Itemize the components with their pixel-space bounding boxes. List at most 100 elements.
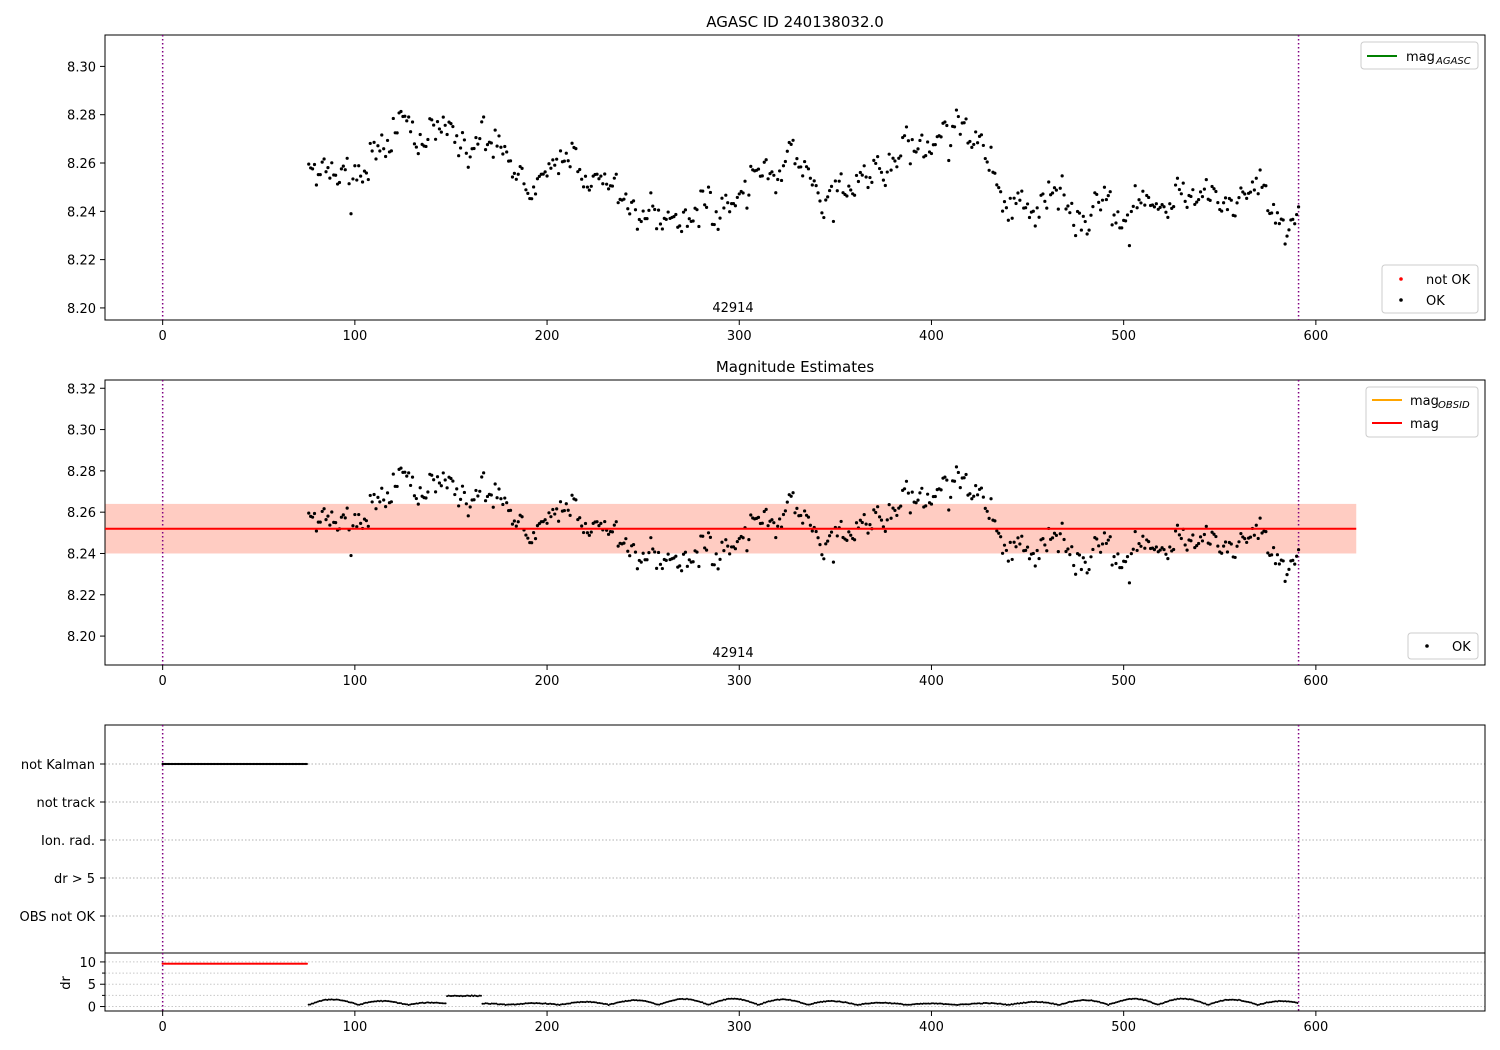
ok-point — [1291, 558, 1295, 562]
ok-point — [1245, 540, 1249, 545]
dr-ok-point — [1016, 1002, 1019, 1005]
ok-point — [330, 510, 334, 514]
dr-ok-point — [609, 1003, 612, 1006]
dr-ok-point — [529, 1002, 532, 1005]
ok-point — [1154, 202, 1158, 206]
ok-point — [322, 157, 326, 161]
ok-point — [812, 179, 816, 183]
dr-ok-point — [492, 1002, 495, 1005]
ok-point — [703, 203, 707, 207]
ok-point — [774, 535, 778, 540]
dr-ok-point — [381, 1000, 384, 1003]
dr-ok-point — [915, 1002, 918, 1005]
dr-ok-point — [1038, 1001, 1041, 1004]
ok-point — [706, 531, 711, 535]
dr-ok-point — [887, 1002, 890, 1005]
ok-point — [1271, 202, 1276, 207]
dr-ok-point — [873, 1001, 876, 1004]
ok-point — [1098, 550, 1103, 554]
dr-ok-point — [1282, 1000, 1285, 1003]
dr-ok-point — [489, 1002, 492, 1005]
dr-ok-point — [315, 1001, 318, 1004]
ok-point — [733, 204, 738, 208]
ok-point — [820, 211, 824, 215]
dr-ok-point — [340, 999, 343, 1002]
dr-ok-point — [418, 1002, 421, 1005]
ok-point — [564, 151, 568, 155]
ok-point — [555, 157, 559, 161]
ok-point — [1018, 198, 1022, 202]
ok-point — [1252, 188, 1256, 192]
x-tick-label: 600 — [1303, 1020, 1328, 1035]
dr-ok-point — [1058, 1003, 1061, 1006]
ok-point — [879, 518, 884, 522]
dr-ok-point — [441, 1002, 444, 1005]
dr-ok-point — [515, 1003, 518, 1006]
dr-ok-point — [423, 1002, 426, 1005]
dr-ok-point — [850, 1002, 853, 1005]
ok-point — [824, 198, 828, 202]
ok-point — [532, 185, 536, 189]
ok-point — [818, 543, 822, 547]
ok-point — [728, 210, 732, 214]
dr-ok-point — [879, 1001, 882, 1004]
ok-point — [1254, 176, 1258, 180]
ok-point — [580, 524, 584, 528]
ok-point — [879, 170, 884, 174]
dr-ok-point — [744, 999, 747, 1002]
ok-point — [543, 170, 547, 174]
ok-point — [1050, 536, 1055, 540]
dr-ok-point — [392, 1001, 395, 1004]
ok-point — [887, 152, 891, 156]
dr-ok-point — [490, 1002, 493, 1005]
dr-ok-point — [564, 1003, 567, 1006]
ok-point — [1129, 552, 1133, 556]
ok-point — [1204, 178, 1208, 182]
dr-ok-point — [684, 998, 687, 1001]
dr-ok-point — [861, 1002, 864, 1005]
ok-point — [870, 180, 874, 185]
ok-point — [641, 551, 645, 555]
x-tick-label: 100 — [342, 1020, 367, 1035]
ok-point — [1089, 555, 1093, 559]
dr-ok-point — [478, 994, 481, 997]
dr-ok-point — [893, 1002, 896, 1005]
dr-ok-point — [476, 995, 479, 998]
dr-ok-point — [779, 998, 782, 1001]
ok-point — [339, 515, 344, 519]
ok-point — [1120, 566, 1124, 570]
dr-ok-point — [710, 1002, 713, 1005]
ok-point — [614, 172, 618, 176]
y-tick-label: 8.22 — [67, 589, 96, 604]
ok-point — [889, 516, 893, 520]
dr-ok-point — [864, 1002, 867, 1005]
dr-ok-point — [1094, 1000, 1097, 1003]
dr-ok-point — [1271, 1000, 1274, 1003]
dr-ok-point — [509, 1003, 512, 1006]
dr-ok-point — [573, 1001, 576, 1004]
dr-ok-point — [690, 998, 693, 1001]
dr-ok-point — [338, 999, 341, 1002]
dr-ok-point — [1122, 999, 1125, 1002]
ok-point — [799, 513, 803, 518]
dr-ok-point — [669, 1000, 672, 1003]
dr-ok-point — [662, 1002, 665, 1005]
ok-point — [968, 492, 972, 496]
ok-point — [368, 493, 372, 498]
ok-point — [445, 486, 449, 490]
dr-ok-point — [1285, 1000, 1288, 1003]
dr-ok-point — [672, 999, 675, 1002]
ok-point — [605, 182, 609, 186]
ok-point — [1110, 563, 1114, 567]
dr-ok-point — [1281, 1000, 1284, 1003]
dr-ok-point — [901, 1003, 904, 1006]
ok-point — [1197, 541, 1201, 546]
ok-point — [508, 159, 513, 163]
ok-point — [1133, 184, 1137, 188]
ok-point — [480, 475, 484, 479]
dr-ok-point — [576, 1001, 579, 1004]
dr-ok-point — [516, 1003, 519, 1006]
legend-points-box — [1407, 632, 1479, 660]
ok-point — [453, 140, 457, 145]
dr-ok-point — [988, 1002, 991, 1005]
